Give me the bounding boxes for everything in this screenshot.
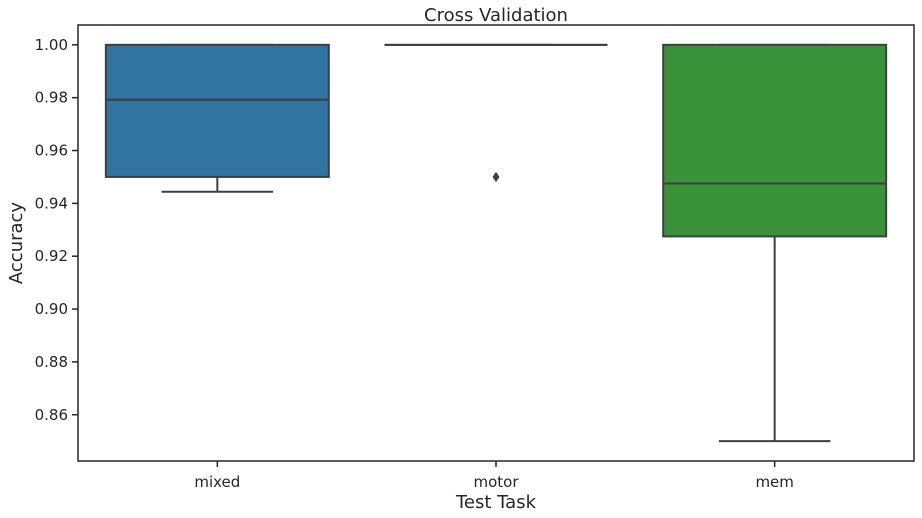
outlier-point bbox=[492, 171, 500, 183]
y-tick-label: 0.86 bbox=[35, 406, 68, 424]
y-tick-label: 0.92 bbox=[35, 247, 68, 265]
box-mem bbox=[662, 43, 888, 443]
y-tick-label: 0.96 bbox=[35, 142, 68, 160]
y-axis: 0.86 0.88 0.90 0.92 0.94 0.96 0.98 1.00 bbox=[35, 36, 78, 424]
y-tick-label: 0.94 bbox=[35, 194, 68, 212]
y-tick-label: 1.00 bbox=[35, 36, 68, 54]
y-tick-label: 0.90 bbox=[35, 300, 68, 318]
x-tick-label-motor: motor bbox=[473, 473, 519, 491]
y-tick-label: 0.98 bbox=[35, 89, 68, 107]
box-mixed bbox=[104, 43, 330, 193]
x-tick-label-mixed: mixed bbox=[194, 473, 240, 491]
box-motor bbox=[384, 43, 608, 183]
plot-area bbox=[104, 43, 888, 443]
chart-title: Cross Validation bbox=[424, 5, 568, 26]
x-axis-title: Test Task bbox=[455, 492, 537, 513]
box-body bbox=[662, 43, 888, 238]
y-tick-label: 0.88 bbox=[35, 353, 68, 371]
y-axis-title: Accuracy bbox=[6, 202, 27, 285]
x-tick-label-mem: mem bbox=[755, 473, 793, 491]
box-body bbox=[104, 43, 330, 178]
x-axis: mixed motor mem bbox=[194, 461, 794, 491]
